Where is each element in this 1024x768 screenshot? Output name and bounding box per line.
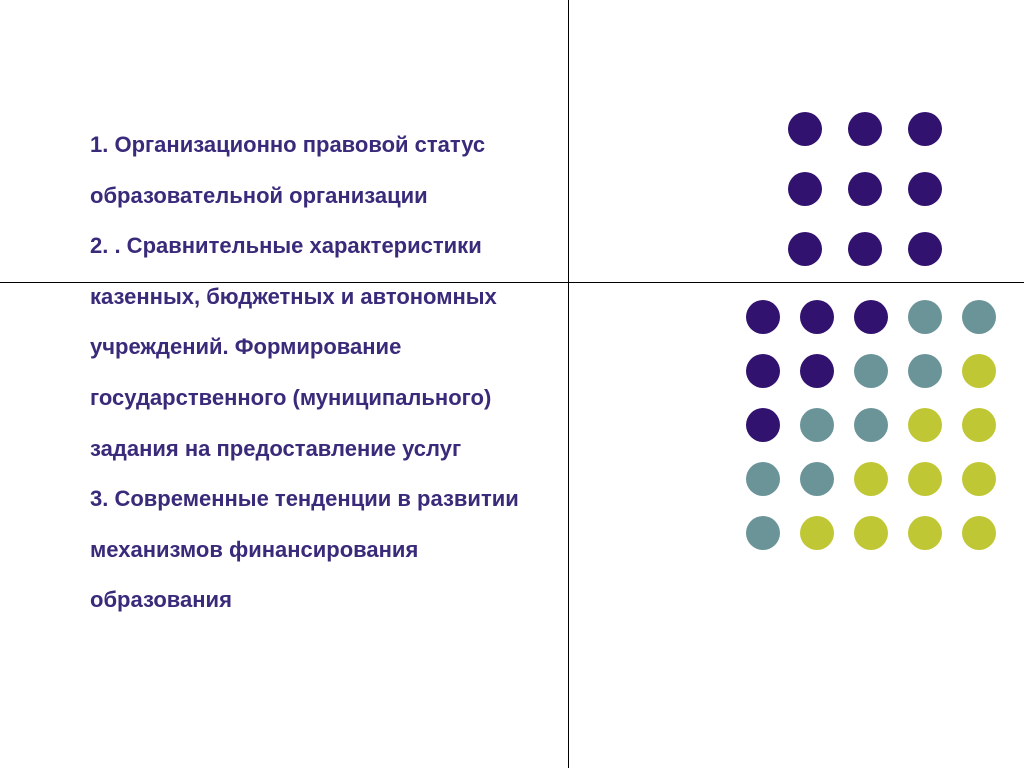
dot (908, 112, 942, 146)
outline-line: 3. Современные тенденции в развитии (90, 474, 550, 525)
vertical-axis-line (568, 0, 569, 768)
dot (800, 300, 834, 334)
dot (800, 408, 834, 442)
dot (788, 232, 822, 266)
dot (854, 354, 888, 388)
dot (746, 354, 780, 388)
outline-line: государственного (муниципального) (90, 373, 550, 424)
dot (908, 516, 942, 550)
dot (962, 354, 996, 388)
dot (908, 172, 942, 206)
dot (848, 172, 882, 206)
dot (908, 232, 942, 266)
slide: 1. Организационно правовой статус образо… (0, 0, 1024, 768)
dot (908, 462, 942, 496)
dot (962, 300, 996, 334)
dot (908, 408, 942, 442)
dot (746, 516, 780, 550)
dot (854, 408, 888, 442)
outline-line: казенных, бюджетных и автономных (90, 272, 550, 323)
dot (746, 408, 780, 442)
dot (800, 516, 834, 550)
dot (962, 462, 996, 496)
dot (962, 408, 996, 442)
outline-line: задания на предоставление услуг (90, 424, 550, 475)
dot (962, 516, 996, 550)
dot (854, 300, 888, 334)
bottom-dot-grid (746, 300, 996, 550)
top-dot-grid (788, 112, 942, 266)
outline-line: 2. . Сравнительные характеристики (90, 221, 550, 272)
outline-line: 1. Организационно правовой статус (90, 120, 550, 171)
outline-line: образовательной организации (90, 171, 550, 222)
outline-text: 1. Организационно правовой статус образо… (90, 120, 550, 626)
dot (908, 300, 942, 334)
dot (908, 354, 942, 388)
outline-line: образования (90, 575, 550, 626)
outline-line: учреждений. Формирование (90, 322, 550, 373)
dot (788, 112, 822, 146)
dot (854, 462, 888, 496)
dot (746, 462, 780, 496)
dot (788, 172, 822, 206)
dot (800, 354, 834, 388)
dot (848, 112, 882, 146)
dot (746, 300, 780, 334)
dot (848, 232, 882, 266)
dot (800, 462, 834, 496)
dot (854, 516, 888, 550)
outline-line: механизмов финансирования (90, 525, 550, 576)
